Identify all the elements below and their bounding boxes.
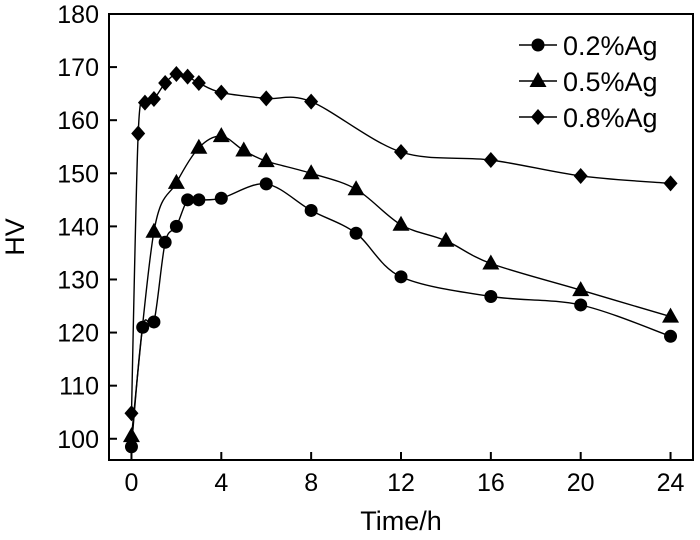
legend-label: 0.8%Ag	[563, 103, 658, 133]
y-tick-label: 180	[57, 1, 99, 29]
data-point-circle	[214, 191, 228, 205]
x-tick-label: 4	[214, 469, 228, 497]
y-tick-label: 170	[57, 54, 99, 82]
data-point-diamond	[483, 152, 498, 169]
data-point-triangle	[145, 222, 163, 238]
data-point-circle	[124, 440, 138, 454]
data-point-triangle	[437, 231, 455, 247]
data-point-circle	[394, 270, 408, 284]
series-markers	[122, 65, 680, 454]
series-line-triangle	[130, 135, 671, 437]
x-tick-label: 24	[657, 469, 685, 497]
y-tick-label: 100	[57, 426, 99, 454]
data-point-circle	[158, 235, 172, 249]
y-tick-label: 120	[57, 320, 99, 348]
data-point-circle	[192, 193, 206, 207]
data-point-triangle	[302, 164, 320, 180]
x-tick-label: 12	[387, 469, 415, 497]
data-point-diamond	[573, 167, 588, 184]
data-point-triangle	[235, 141, 253, 157]
y-tick-label: 150	[57, 160, 99, 188]
data-point-triangle	[662, 307, 680, 323]
data-point-circle	[484, 289, 498, 303]
y-axis-title: HV	[0, 218, 30, 256]
data-point-diamond	[191, 75, 206, 92]
data-point-diamond	[158, 75, 173, 92]
data-point-circle	[259, 177, 273, 191]
data-point-circle	[147, 315, 161, 329]
x-tick-label: 0	[125, 469, 139, 497]
data-point-diamond	[663, 175, 678, 192]
y-tick-label: 110	[59, 373, 99, 401]
data-point-circle	[349, 226, 363, 240]
data-point-diamond	[146, 90, 161, 107]
data-point-circle	[664, 329, 678, 343]
data-point-diamond	[169, 65, 184, 82]
data-point-diamond	[124, 405, 139, 422]
data-point-triangle	[482, 254, 500, 270]
data-point-diamond	[259, 90, 274, 107]
axis-ticks: 0 4 8 12 16 20 24 100 110 120 130 140 150 160 170 180	[57, 1, 684, 497]
data-point-triangle	[212, 127, 230, 143]
data-point-circle	[136, 320, 150, 334]
data-point-triangle	[347, 180, 365, 196]
y-tick-label: 140	[57, 213, 99, 241]
legend-marker-diamond	[531, 109, 545, 125]
data-point-diamond	[304, 93, 319, 110]
x-axis-title: Time/h	[360, 506, 442, 536]
x-tick-label: 8	[304, 469, 318, 497]
data-point-diamond	[180, 68, 195, 85]
data-point-circle	[304, 203, 318, 217]
data-point-diamond	[131, 125, 146, 142]
legend-label: 0.2%Ag	[563, 31, 658, 61]
data-point-triangle	[257, 152, 275, 168]
data-point-triangle	[392, 215, 410, 231]
data-point-triangle	[572, 281, 590, 297]
x-tick-label: 16	[477, 469, 505, 497]
data-point-triangle	[122, 427, 140, 443]
legend-marker-circle	[531, 38, 545, 52]
data-point-circle	[181, 193, 195, 207]
legend-label: 0.5%Ag	[563, 67, 658, 97]
data-point-triangle	[167, 173, 185, 189]
data-point-circle	[574, 298, 588, 312]
y-tick-label: 130	[57, 266, 99, 294]
y-tick-label: 160	[57, 107, 99, 135]
data-point-diamond	[394, 144, 408, 161]
legend: 0.2%Ag 0.5%Ag 0.8%Ag	[519, 31, 658, 133]
legend-marker-triangle	[529, 72, 547, 87]
x-tick-label: 20	[567, 469, 595, 497]
data-point-circle	[169, 219, 183, 233]
data-point-triangle	[190, 138, 208, 154]
data-point-diamond	[214, 84, 229, 101]
